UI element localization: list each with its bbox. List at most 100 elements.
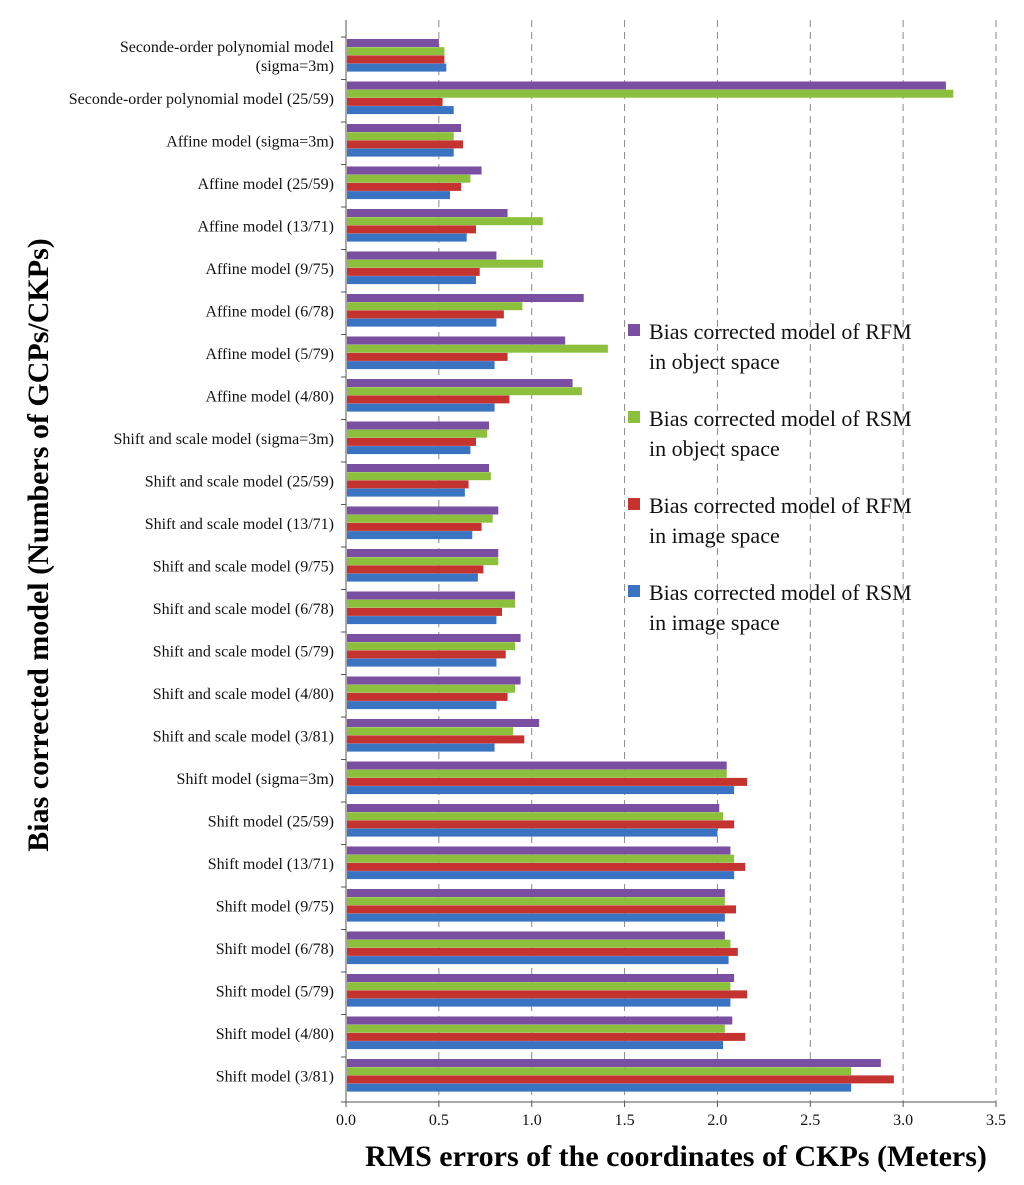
bar — [347, 871, 735, 880]
bar — [347, 318, 497, 327]
legend-label: Bias corrected model of RSM — [649, 406, 912, 431]
bar — [347, 531, 473, 540]
bar — [347, 344, 608, 353]
bar — [347, 998, 731, 1007]
bar — [347, 506, 499, 515]
bar — [347, 267, 480, 276]
bar — [347, 182, 462, 191]
x-tick-label: 2.5 — [800, 1112, 820, 1129]
category-labels: Seconde-order polynomial model (sigma=3m)… — [69, 36, 346, 1103]
bar — [347, 616, 497, 625]
bar — [347, 862, 746, 871]
bar — [347, 1032, 746, 1041]
bar — [347, 148, 454, 157]
category-label: Seconde-order polynomial model — [120, 39, 335, 56]
category-label: Affine model (13/71) — [197, 218, 334, 235]
legend-swatch — [628, 324, 640, 336]
bar — [347, 522, 482, 531]
bar — [347, 607, 502, 616]
bar — [347, 336, 566, 345]
x-tick-label: 0.5 — [429, 1112, 449, 1129]
bar — [347, 403, 495, 412]
bar — [347, 464, 489, 472]
bar — [347, 974, 735, 982]
bar — [347, 437, 476, 446]
legend-label: in object space — [649, 349, 780, 374]
bar — [347, 446, 471, 455]
bar — [347, 251, 497, 260]
bar — [347, 905, 736, 914]
category-label: Affine model (9/75) — [205, 261, 334, 278]
bar — [347, 786, 735, 795]
category-label: Affine model (5/79) — [205, 346, 334, 363]
bar — [347, 47, 445, 56]
bar — [347, 294, 584, 302]
x-tick-label: 1.0 — [522, 1112, 542, 1129]
bar — [347, 225, 476, 234]
bar — [347, 854, 735, 863]
x-tick-labels: 0.0 0.5 1.0 1.5 2.0 2.5 3.0 3.5 — [336, 1102, 1006, 1129]
bar — [347, 828, 718, 837]
bar — [347, 549, 499, 557]
bar — [347, 982, 731, 991]
legend-label: Bias corrected model of RFM — [649, 493, 912, 518]
bar — [347, 692, 508, 701]
category-label: Seconde-order polynomial model (25/59) — [69, 91, 334, 108]
x-tick-label: 2.0 — [707, 1112, 727, 1129]
bar — [347, 1016, 733, 1025]
bar — [347, 573, 478, 582]
x-tick-label: 3.5 — [986, 1112, 1006, 1129]
bar — [347, 990, 748, 999]
bar — [347, 1083, 852, 1092]
legend-label: in image space — [649, 610, 780, 635]
x-tick-label: 1.5 — [615, 1112, 635, 1129]
bar — [347, 658, 497, 667]
category-label: Shift model (9/75) — [216, 898, 334, 915]
bar — [347, 565, 484, 574]
category-label: Shift and scale model (sigma=3m) — [113, 431, 334, 448]
legend-label: Bias corrected model of RFM — [649, 319, 912, 344]
grid-lines — [438, 20, 997, 1102]
category-label: Affine model (25/59) — [197, 176, 334, 193]
bar — [347, 727, 514, 736]
bar — [347, 379, 573, 387]
category-label: Affine model (6/78) — [205, 303, 334, 320]
bar — [347, 209, 508, 217]
bar — [347, 846, 731, 855]
bar — [347, 421, 489, 430]
bar — [347, 55, 445, 64]
bar — [347, 361, 495, 370]
bar — [347, 1059, 881, 1067]
bar — [347, 191, 450, 200]
bar — [347, 310, 504, 319]
bar — [347, 557, 499, 566]
bar — [347, 132, 454, 141]
bar — [347, 302, 523, 311]
bar — [347, 735, 525, 744]
bar — [347, 106, 454, 115]
bar — [347, 650, 506, 659]
bar — [347, 804, 720, 812]
bar — [347, 956, 729, 965]
category-label: Shift and scale model (4/80) — [153, 686, 334, 703]
bar — [347, 812, 723, 821]
x-axis-title: RMS errors of the coordinates of CKPs (M… — [365, 1140, 987, 1173]
legend: Bias corrected model of RFM in object spa… — [628, 319, 912, 635]
category-label: Affine model (sigma=3m) — [166, 133, 334, 150]
bar — [347, 480, 469, 489]
bar — [347, 889, 725, 897]
bar — [347, 140, 463, 149]
category-label: Shift and scale model (25/59) — [145, 473, 334, 490]
legend-swatch — [628, 585, 640, 597]
bar — [347, 642, 515, 651]
x-tick-label: 0.0 — [336, 1112, 356, 1129]
bar — [347, 769, 727, 778]
bar — [347, 591, 515, 600]
category-label: Shift model (6/78) — [216, 941, 334, 958]
x-tick-label: 3.0 — [893, 1112, 913, 1129]
bar — [347, 39, 439, 47]
bar — [347, 472, 491, 481]
bar — [347, 599, 515, 608]
category-label: Shift and scale model (3/81) — [153, 728, 334, 745]
bar — [347, 352, 508, 361]
